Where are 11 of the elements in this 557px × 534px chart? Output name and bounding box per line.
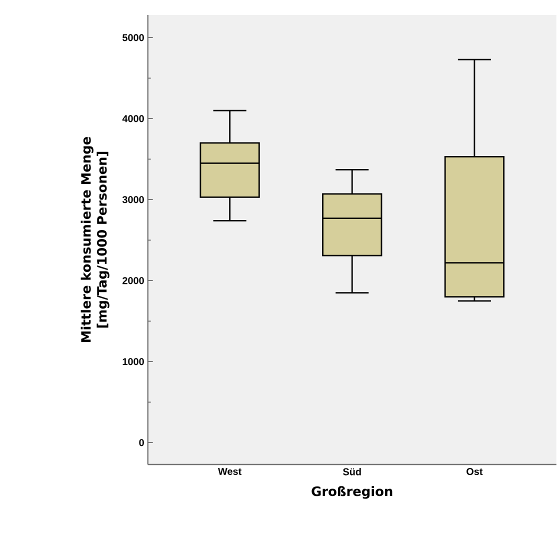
x-axis-title: Großregion [312, 486, 392, 499]
y-tick-label: 0 [139, 438, 144, 446]
y-axis-title: Mittlere konsumierte Menge [mg/Tag/1000 Personen] [80, 136, 110, 342]
y-tick-label: 2000 [122, 276, 144, 284]
y-tick-label: 5000 [122, 34, 144, 41]
y-tick-label: 4000 [122, 114, 144, 122]
x-tick-label: Ost [466, 468, 483, 475]
y-tick-label: 3000 [122, 196, 144, 203]
y-tick-label: 1000 [122, 358, 144, 365]
x-tick-label: Süd [343, 468, 361, 476]
x-tick-label: West [218, 468, 242, 475]
